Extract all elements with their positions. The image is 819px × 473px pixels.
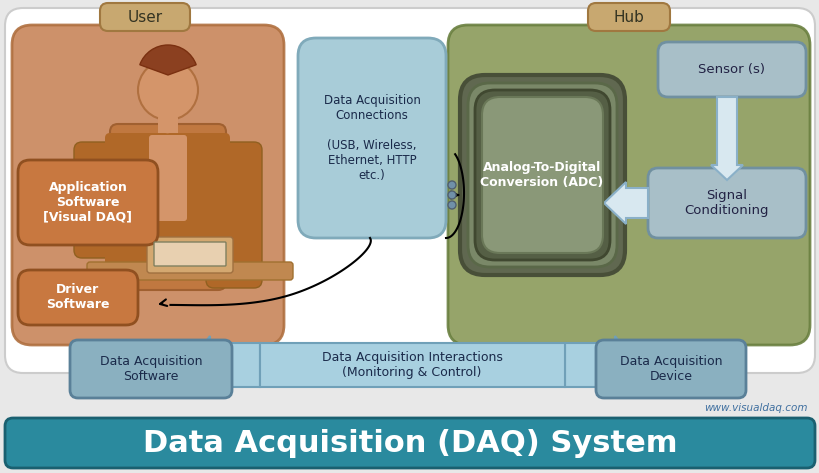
Wedge shape [139, 45, 196, 75]
Circle shape [447, 191, 455, 199]
Bar [260, 343, 564, 387]
FancyBboxPatch shape [595, 340, 745, 398]
Text: Data Acquisition Interactions
(Monitoring & Control): Data Acquisition Interactions (Monitorin… [321, 351, 502, 379]
FancyBboxPatch shape [5, 418, 814, 468]
Text: Sensor (s): Sensor (s) [698, 62, 765, 76]
Text: Analog-To-Digital
Conversion (ADC): Analog-To-Digital Conversion (ADC) [480, 161, 603, 189]
FancyBboxPatch shape [158, 116, 178, 140]
FancyArrow shape [188, 336, 260, 394]
FancyArrow shape [564, 336, 636, 394]
FancyBboxPatch shape [18, 270, 138, 325]
FancyBboxPatch shape [647, 168, 805, 238]
FancyBboxPatch shape [5, 8, 814, 373]
FancyBboxPatch shape [70, 340, 232, 398]
FancyBboxPatch shape [587, 3, 669, 31]
FancyBboxPatch shape [206, 142, 262, 288]
FancyBboxPatch shape [100, 3, 190, 31]
Text: www.visualdaq.com: www.visualdaq.com [704, 403, 807, 413]
FancyBboxPatch shape [459, 75, 624, 275]
FancyBboxPatch shape [110, 124, 226, 290]
FancyArrow shape [710, 97, 742, 180]
FancyBboxPatch shape [74, 142, 130, 258]
Text: Signal
Conditioning: Signal Conditioning [684, 189, 768, 217]
Text: Data Acquisition
Software: Data Acquisition Software [100, 355, 202, 383]
FancyBboxPatch shape [447, 25, 809, 345]
FancyBboxPatch shape [154, 242, 226, 266]
Text: Application
Software
[Visual DAQ]: Application Software [Visual DAQ] [43, 181, 133, 224]
Text: Driver
Software: Driver Software [46, 283, 110, 311]
FancyBboxPatch shape [149, 135, 187, 221]
FancyBboxPatch shape [12, 25, 283, 345]
FancyBboxPatch shape [657, 42, 805, 97]
Text: Data Acquisition (DAQ) System: Data Acquisition (DAQ) System [143, 429, 676, 457]
FancyBboxPatch shape [474, 90, 609, 260]
FancyBboxPatch shape [468, 83, 616, 267]
FancyBboxPatch shape [105, 133, 170, 273]
Circle shape [138, 60, 197, 120]
FancyArrow shape [604, 182, 647, 224]
FancyBboxPatch shape [147, 237, 233, 273]
Circle shape [447, 201, 455, 209]
Text: User: User [127, 9, 162, 25]
FancyBboxPatch shape [297, 38, 446, 238]
Text: Hub: Hub [613, 9, 644, 25]
FancyBboxPatch shape [18, 160, 158, 245]
Circle shape [447, 181, 455, 189]
FancyBboxPatch shape [165, 133, 229, 273]
FancyBboxPatch shape [482, 97, 602, 253]
Text: Data Acquisition
Device: Data Acquisition Device [619, 355, 722, 383]
Text: Data Acquisition
Connections

(USB, Wireless,
Ethernet, HTTP
etc.): Data Acquisition Connections (USB, Wirel… [324, 94, 420, 182]
FancyBboxPatch shape [87, 262, 292, 280]
